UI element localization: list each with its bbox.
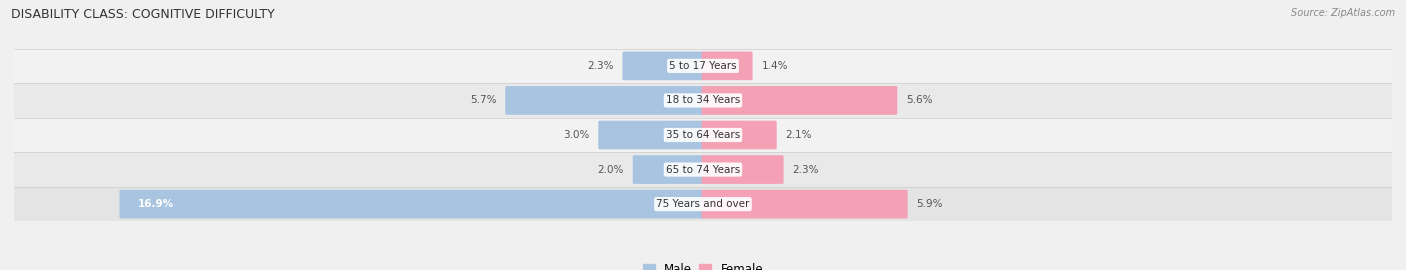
- Text: 18 to 34 Years: 18 to 34 Years: [666, 95, 740, 106]
- Text: 35 to 64 Years: 35 to 64 Years: [666, 130, 740, 140]
- FancyBboxPatch shape: [702, 52, 752, 80]
- Text: 75 Years and over: 75 Years and over: [657, 199, 749, 209]
- Text: 2.1%: 2.1%: [786, 130, 813, 140]
- FancyBboxPatch shape: [702, 121, 776, 149]
- Text: 2.3%: 2.3%: [586, 61, 613, 71]
- Text: 5.9%: 5.9%: [917, 199, 943, 209]
- Bar: [14, 83, 1392, 118]
- Bar: [14, 49, 1392, 83]
- Text: Source: ZipAtlas.com: Source: ZipAtlas.com: [1291, 8, 1395, 18]
- Legend: Male, Female: Male, Female: [638, 259, 768, 270]
- FancyBboxPatch shape: [633, 155, 704, 184]
- FancyBboxPatch shape: [702, 86, 897, 115]
- Bar: [14, 152, 1392, 187]
- Text: 2.0%: 2.0%: [598, 164, 624, 175]
- Text: 3.0%: 3.0%: [562, 130, 589, 140]
- Text: 5.7%: 5.7%: [470, 95, 496, 106]
- FancyBboxPatch shape: [120, 190, 704, 218]
- Bar: [14, 187, 1392, 221]
- FancyBboxPatch shape: [623, 52, 704, 80]
- Text: 2.3%: 2.3%: [793, 164, 820, 175]
- Text: 5 to 17 Years: 5 to 17 Years: [669, 61, 737, 71]
- FancyBboxPatch shape: [505, 86, 704, 115]
- Text: 16.9%: 16.9%: [138, 199, 174, 209]
- Text: 1.4%: 1.4%: [762, 61, 787, 71]
- FancyBboxPatch shape: [702, 155, 783, 184]
- Text: DISABILITY CLASS: COGNITIVE DIFFICULTY: DISABILITY CLASS: COGNITIVE DIFFICULTY: [11, 8, 276, 21]
- Bar: [14, 118, 1392, 152]
- Text: 5.6%: 5.6%: [907, 95, 932, 106]
- FancyBboxPatch shape: [702, 190, 908, 218]
- FancyBboxPatch shape: [599, 121, 704, 149]
- Text: 65 to 74 Years: 65 to 74 Years: [666, 164, 740, 175]
